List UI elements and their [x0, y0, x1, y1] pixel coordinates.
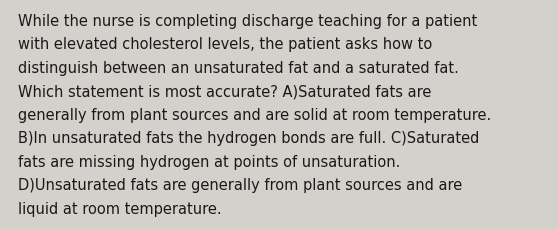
Text: Which statement is most accurate? A)Saturated fats are: Which statement is most accurate? A)Satu…: [18, 84, 431, 99]
Text: generally from plant sources and are solid at room temperature.: generally from plant sources and are sol…: [18, 108, 491, 123]
Text: with elevated cholesterol levels, the patient asks how to: with elevated cholesterol levels, the pa…: [18, 37, 432, 52]
Text: liquid at room temperature.: liquid at room temperature.: [18, 201, 222, 216]
Text: B)In unsaturated fats the hydrogen bonds are full. C)Saturated: B)In unsaturated fats the hydrogen bonds…: [18, 131, 479, 146]
Text: D)Unsaturated fats are generally from plant sources and are: D)Unsaturated fats are generally from pl…: [18, 178, 462, 193]
Text: fats are missing hydrogen at points of unsaturation.: fats are missing hydrogen at points of u…: [18, 154, 401, 169]
Text: distinguish between an unsaturated fat and a saturated fat.: distinguish between an unsaturated fat a…: [18, 61, 459, 76]
Text: While the nurse is completing discharge teaching for a patient: While the nurse is completing discharge …: [18, 14, 477, 29]
